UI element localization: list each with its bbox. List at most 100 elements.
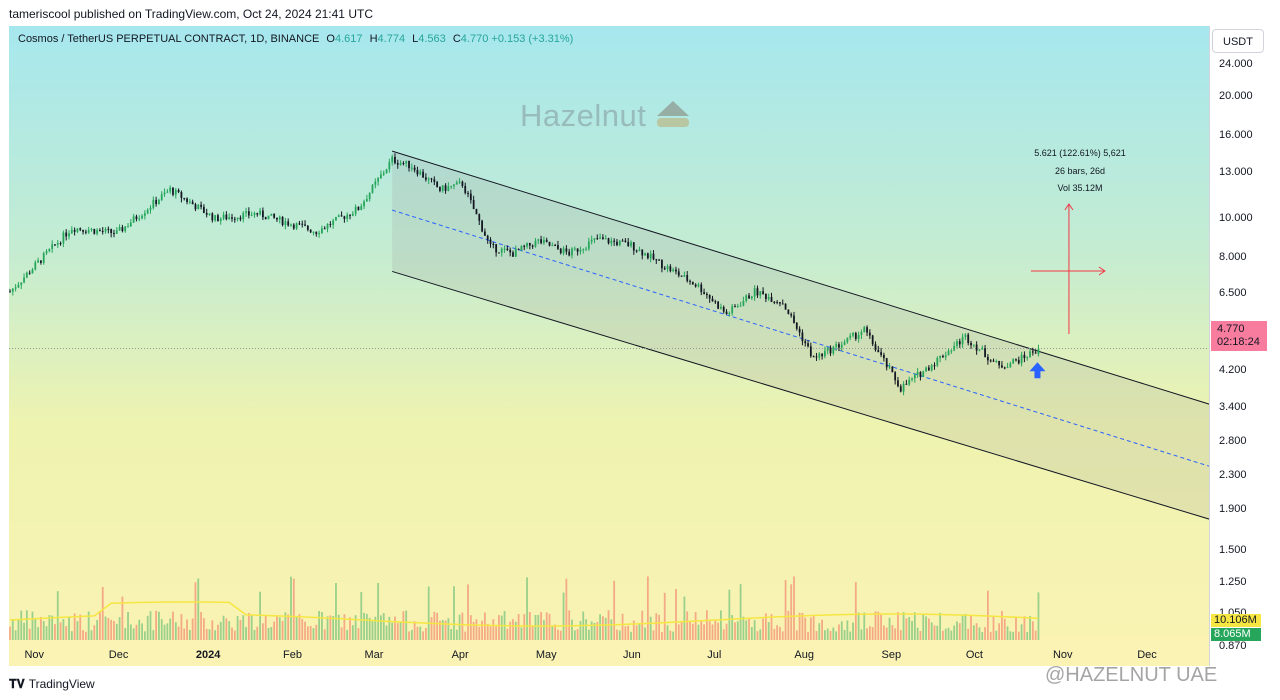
volume-bar [439,620,441,640]
candle-body [135,216,138,220]
volume-bar [118,617,121,640]
candle-body [953,345,956,351]
candle-body [498,252,500,254]
candle-body [956,341,958,346]
candle-body [964,334,967,337]
volume-bar [242,615,245,640]
volume-bar [295,616,298,640]
candle-body [689,280,691,282]
volume-bar [790,584,793,640]
volume-bar [711,624,714,640]
candle-body [624,240,627,242]
volume-bar [399,622,402,640]
time-tick: Dec [1137,649,1157,661]
candle-body [441,185,444,191]
candle-body [118,227,121,231]
candle-body [180,192,183,199]
channel-lower-line [392,270,1209,520]
volume-bar [346,629,349,640]
volume-bar [129,624,132,640]
volume-bar [340,627,343,640]
candle-body [70,229,73,234]
tradingview-logo[interactable]: 𝐓𝐕 TradingView [9,677,95,692]
candle-body [99,230,101,232]
candle-body [273,213,276,218]
volume-bar [127,612,129,640]
candle-body [978,349,981,351]
volume-bar [514,621,517,640]
candle-body [506,248,509,250]
price-tick: 1.250 [1219,576,1247,589]
publisher-text: tameriscool published on TradingView.com… [9,7,373,21]
volume-bar [28,628,31,640]
chart-svg[interactable] [9,26,1209,666]
candle-body [23,277,25,283]
candle-body [256,213,259,215]
volume-bar [441,620,444,640]
volume-bar [56,591,59,640]
volume-bar [23,622,25,640]
candle-body [801,332,804,342]
candle-body [107,228,110,230]
volume-bar [804,617,807,640]
candle-body [40,260,42,263]
currency-button[interactable]: USDT [1212,29,1264,53]
volume-bar [978,627,981,640]
candle-body [753,288,756,297]
volume-bar [483,612,486,640]
volume-bar [610,619,613,640]
volume-bar [722,629,725,640]
time-axis[interactable] [9,642,1209,666]
volume-bar [939,612,942,640]
candle-body [84,231,87,233]
candle-body [68,233,70,237]
candle-body [585,248,587,250]
volume-bar [107,618,110,640]
volume-bar [450,628,453,640]
candle-body [739,305,742,307]
candle-body [278,216,281,220]
volume-bar [54,624,56,640]
candle-body [245,211,247,213]
candle-body [998,360,1001,366]
volume-bar [585,619,587,640]
time-tick: Sep [881,649,902,661]
volume-bar [1009,631,1012,640]
volume-bar [868,626,871,640]
volume-bar [360,591,363,640]
high-value: 4.774 [377,33,406,45]
candle-body [368,192,371,200]
volume-bar [736,621,739,640]
volume-bar [1012,631,1015,640]
candle-body [551,245,554,247]
candle-body [292,224,295,229]
volume-bar [871,627,874,640]
low-value: 4.563 [418,33,446,45]
volume-bar [669,630,672,640]
volume-bar [321,611,323,640]
candle-body [500,248,503,253]
candle-body [908,379,911,385]
chart-plot-area[interactable] [9,26,1209,666]
candle-body [641,249,644,256]
volume-bar [691,623,694,640]
volume-bar [888,617,891,640]
volume-bar [762,618,764,640]
volume-bar [849,631,852,640]
candle-body [335,216,337,221]
candle-body [911,378,913,380]
candle-body [711,298,714,302]
candle-body [613,240,616,242]
volume-bar [354,615,357,640]
volume-bar [281,620,284,640]
candle-body [809,346,812,357]
volume-bar [573,630,576,640]
candle-body [902,383,905,392]
candle-body [475,209,478,215]
volume-bar [65,626,68,640]
candle-body [214,215,217,221]
volume-bar [961,614,964,640]
volume-bar [599,614,601,640]
volume-bar [174,622,177,640]
volume-bar [616,629,618,640]
